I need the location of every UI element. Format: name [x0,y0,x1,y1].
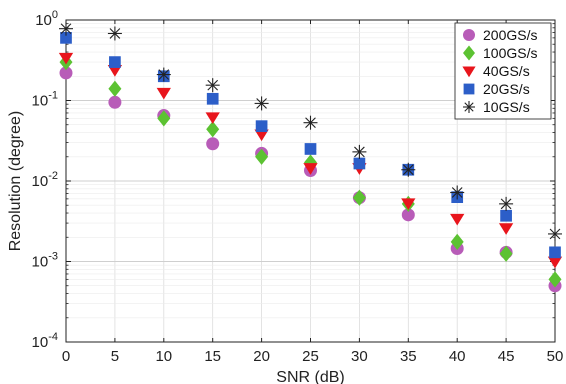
data-point [156,67,171,82]
x-tick-label: 30 [351,348,368,365]
asterisk-stroke [109,28,121,39]
asterisk-stroke [305,117,316,129]
data-point [255,148,269,165]
asterisk-stroke [158,69,170,80]
data-point [304,143,317,155]
data-point [156,87,171,100]
data-point [59,21,73,36]
asterisk-stroke [451,187,463,198]
data-point [352,144,367,159]
data-marks [58,21,563,293]
legend-marker [463,45,475,61]
asterisk-stroke [354,146,365,158]
data-point [107,26,122,41]
data-point [254,96,269,111]
asterisk-stroke [549,228,561,240]
x-tick-label: 5 [111,348,119,365]
legend-label: 200GS/s [483,27,537,43]
data-point [499,196,514,211]
series-10gs-s [59,21,562,241]
data-point [352,189,366,206]
axis-ticks: 0 5 10 15 20 25 30 35 40 45 50 10-4 10-3 10-2 10-1 100 [32,9,564,365]
data-point [255,120,268,133]
asterisk-stroke [464,102,474,112]
x-tick-label: 20 [253,348,270,365]
data-point [205,78,220,93]
data-point [303,115,318,130]
y-tick-label: 10-1 [32,90,58,110]
data-point [205,112,220,125]
legend: 200GS/s 100GS/s 40GS/s 20GS/s 10GS/s [454,22,552,120]
asterisk-stroke [60,23,72,35]
x-tick-label: 45 [498,348,515,365]
data-point [59,66,73,80]
x-tick-label: 10 [155,348,172,365]
x-tick-label: 0 [62,348,70,365]
data-point [450,213,465,226]
legend-label: 10GS/s [483,99,530,115]
data-point [547,256,563,269]
data-point [206,137,220,151]
asterisk-stroke [207,79,219,91]
data-point [500,209,512,222]
x-tick-label: 15 [204,348,221,365]
data-point [450,233,464,251]
y-tick-label: 100 [35,9,58,29]
data-point [499,245,513,262]
data-point [108,80,122,97]
y-tick-label: 10-4 [32,331,58,351]
x-tick-label: 25 [302,348,319,365]
legend-marker [463,83,475,95]
y-axis-label: Resolution (degree) [7,111,24,252]
data-point [254,129,269,142]
legend-marker [463,101,475,113]
x-tick-label: 40 [449,348,466,365]
legend-label: 100GS/s [483,45,537,61]
data-point [157,110,171,127]
data-point [549,246,561,259]
y-tick-label: 10-3 [32,251,58,271]
data-point [107,65,123,77]
data-point [108,95,122,109]
data-point [353,157,366,170]
x-axis-label: SNR (dB) [276,369,344,384]
data-point [401,208,415,222]
asterisk-stroke [402,164,414,176]
legend-label: 20GS/s [483,81,530,97]
data-point [58,52,74,65]
y-tick-label: 10-2 [32,170,58,190]
data-point [401,198,416,211]
legend-label: 40GS/s [483,63,530,79]
asterisk-stroke [500,198,512,210]
data-point [60,32,72,44]
legend-marker [462,66,476,78]
legend-marker [463,29,475,41]
data-point [450,185,465,200]
data-point [303,163,318,175]
data-point [548,271,562,288]
x-tick-label: 50 [547,348,564,365]
data-point [109,56,121,68]
data-point [206,121,220,138]
data-point [206,92,219,105]
data-point [498,223,514,235]
x-tick-label: 35 [400,348,417,365]
asterisk-stroke [256,98,267,109]
data-point [548,226,562,241]
data-point [401,162,416,177]
